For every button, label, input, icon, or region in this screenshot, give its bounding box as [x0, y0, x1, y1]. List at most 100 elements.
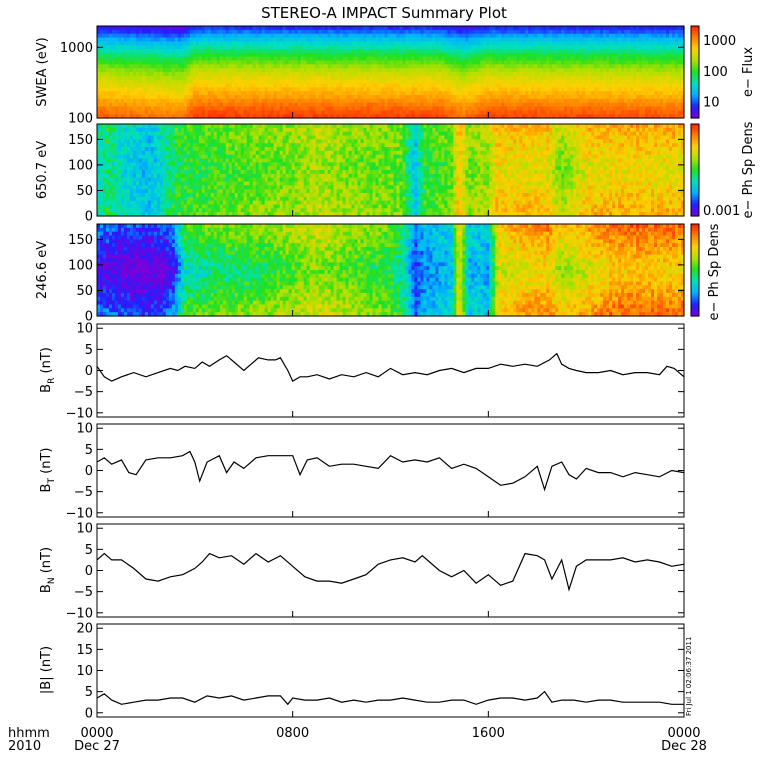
swea-heatmap-cell — [138, 37, 143, 42]
swea-heatmap-cell — [327, 87, 332, 92]
swea-heatmap-cell — [135, 102, 140, 108]
swea-heatmap-cell — [174, 41, 179, 46]
swea-heatmap-cell — [225, 29, 230, 35]
swea-ytick-label: 100 — [68, 112, 93, 127]
swea-heatmap-cell — [135, 72, 140, 77]
swea-heatmap-cell — [279, 29, 284, 35]
swea-heatmap-cell — [120, 75, 125, 81]
swea-heatmap-cell — [312, 95, 317, 100]
swea-heatmap-cell — [333, 68, 338, 73]
swea-heatmap-cell — [204, 64, 209, 69]
swea-heatmap-cell — [144, 26, 149, 31]
swea-heatmap-cell — [162, 83, 167, 88]
swea-heatmap-cell — [138, 106, 143, 111]
swea-heatmap-cell — [186, 95, 191, 100]
swea-heatmap-cell — [249, 110, 254, 115]
swea-heatmap-cell — [342, 72, 347, 77]
swea-heatmap-cell — [321, 114, 326, 119]
swea-heatmap-cell — [273, 114, 278, 119]
swea-heatmap-cell — [285, 83, 290, 88]
swea-heatmap-cell — [294, 102, 299, 108]
swea-heatmap-cell — [240, 52, 245, 58]
swea-heatmap-cell — [159, 33, 164, 39]
swea-heatmap-cell — [339, 110, 344, 115]
swea-heatmap-cell — [153, 45, 158, 50]
swea-heatmap-cell — [210, 52, 215, 58]
swea-heatmap-cell — [270, 102, 275, 108]
swea-heatmap-cell — [159, 110, 164, 115]
swea-heatmap-cell — [195, 60, 200, 65]
swea-heatmap-cell — [273, 75, 278, 81]
swea-heatmap-cell — [99, 29, 104, 35]
swea-heatmap-cell — [255, 102, 260, 108]
swea-heatmap-cell — [147, 75, 152, 81]
swea-heatmap-cell — [339, 33, 344, 39]
swea-heatmap-cell — [192, 75, 197, 81]
swea-heatmap-cell — [186, 75, 191, 81]
swea-heatmap-cell — [174, 45, 179, 50]
swea-heatmap-cell — [288, 29, 293, 35]
swea-heatmap-cell — [162, 87, 167, 92]
swea-heatmap-cell — [279, 52, 284, 58]
swea-heatmap-cell — [126, 64, 131, 69]
swea-heatmap-cell — [345, 41, 350, 46]
swea-heatmap-cell — [120, 45, 125, 50]
swea-heatmap-cell — [345, 26, 350, 31]
swea-heatmap-cell — [309, 91, 314, 96]
swea-heatmap-cell — [303, 114, 308, 119]
swea-heatmap-cell — [147, 64, 152, 69]
swea-heatmap-cell — [183, 56, 188, 62]
swea-heatmap-cell — [177, 64, 182, 69]
swea-heatmap-cell — [129, 64, 134, 69]
swea-heatmap-cell — [165, 29, 170, 35]
swea-heatmap-cell — [135, 98, 140, 104]
swea-heatmap-cell — [237, 87, 242, 92]
swea-heatmap-cell — [111, 37, 116, 42]
swea-heatmap-cell — [186, 87, 191, 92]
swea-heatmap-cell — [273, 37, 278, 42]
swea-heatmap-cell — [243, 110, 248, 115]
swea-heatmap-cell — [324, 98, 329, 104]
swea-heatmap-cell — [99, 79, 104, 85]
swea-heatmap-cell — [102, 95, 107, 100]
swea-heatmap-cell — [108, 91, 113, 96]
swea-heatmap-cell — [321, 106, 326, 111]
swea-heatmap-cell — [97, 98, 101, 104]
swea-heatmap-cell — [324, 60, 329, 65]
swea-heatmap-cell — [288, 75, 293, 81]
swea-heatmap-cell — [291, 87, 296, 92]
swea-heatmap-cell — [291, 64, 296, 69]
swea-heatmap-cell — [294, 91, 299, 96]
swea-heatmap-cell — [282, 83, 287, 88]
swea-heatmap-cell — [318, 60, 323, 65]
swea-heatmap-cell — [210, 41, 215, 46]
swea-heatmap-cell — [216, 68, 221, 73]
swea-heatmap-cell — [120, 95, 125, 100]
swea-heatmap-cell — [126, 49, 131, 54]
swea-heatmap-cell — [207, 45, 212, 50]
swea-heatmap-cell — [183, 26, 188, 31]
swea-heatmap-cell — [129, 52, 134, 58]
swea-heatmap-cell — [156, 33, 161, 39]
swea-heatmap-cell — [333, 29, 338, 35]
swea-heatmap-cell — [255, 110, 260, 115]
swea-heatmap-cell — [156, 83, 161, 88]
swea-heatmap-cell — [150, 79, 155, 85]
swea-heatmap-cell — [177, 102, 182, 108]
swea-heatmap-cell — [258, 41, 263, 46]
swea-heatmap-cell — [336, 49, 341, 54]
swea-heatmap-cell — [312, 75, 317, 81]
swea-heatmap-cell — [198, 29, 203, 35]
swea-heatmap-cell — [180, 83, 185, 88]
swea-heatmap-cell — [165, 41, 170, 46]
swea-heatmap-cell — [165, 37, 170, 42]
swea-heatmap-cell — [255, 41, 260, 46]
swea-heatmap-cell — [243, 52, 248, 58]
swea-heatmap-cell — [213, 60, 218, 65]
swea-heatmap-cell — [159, 45, 164, 50]
swea-heatmap-cell — [246, 106, 251, 111]
swea-heatmap-cell — [252, 45, 257, 50]
swea-heatmap-cell — [201, 64, 206, 69]
swea-heatmap-cell — [210, 79, 215, 85]
swea-heatmap-cell — [270, 98, 275, 104]
